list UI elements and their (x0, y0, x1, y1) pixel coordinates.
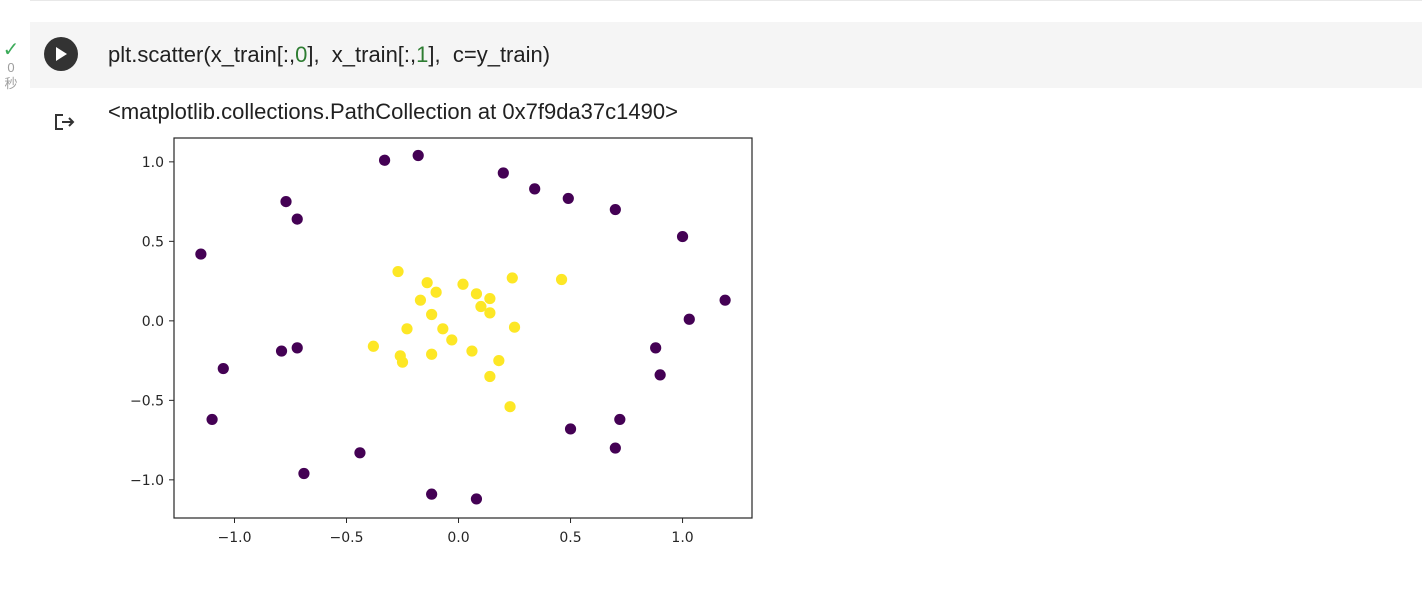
x-tick-label: −1.0 (217, 530, 251, 546)
scatter-point-class0 (719, 294, 731, 306)
code-number: 0 (295, 42, 308, 67)
scatter-point-class0 (291, 342, 303, 354)
scatter-point-class1 (484, 307, 496, 319)
scatter-point-class1 (396, 356, 409, 368)
scatter-point-class0 (654, 369, 666, 381)
scatter-point-class1 (484, 292, 496, 305)
scatter-point-class0 (562, 192, 574, 205)
scatter-point-class1 (367, 340, 379, 352)
execution-status: ✓ 0 秒 (0, 40, 22, 92)
code-token: ], c=y_train) (428, 42, 551, 67)
scatter-point-class1 (506, 272, 518, 284)
execution-time: 0 (7, 60, 15, 75)
code-token: plt.scatter(x_train[:, (108, 42, 296, 67)
y-tick-label: 0.0 (142, 314, 164, 330)
scatter-point-class0 (614, 413, 626, 426)
scatter-point-class1 (401, 323, 413, 335)
scatter-point-class1 (414, 294, 427, 306)
check-icon: ✓ (2, 39, 20, 61)
code-number: 1 (416, 42, 429, 67)
scatter-point-class1 (555, 273, 568, 286)
scatter-point-class1 (493, 354, 505, 367)
scatter-point-class0 (280, 195, 292, 208)
y-tick-label: 0.5 (142, 234, 164, 250)
scatter-point-class1 (426, 308, 438, 321)
scatter-point-class0 (529, 183, 541, 195)
x-tick-label: 0.0 (447, 530, 469, 546)
scatter-point-class0 (650, 342, 662, 354)
scatter-point-class1 (466, 345, 478, 357)
scatter-point-class1 (437, 323, 449, 335)
scatter-point-class1 (504, 401, 516, 413)
code-cell-input[interactable] (30, 22, 1422, 88)
scatter-point-class0 (426, 488, 438, 500)
y-tick-label: −0.5 (130, 393, 164, 409)
scatter-point-class0 (217, 362, 229, 375)
run-cell-button[interactable] (44, 37, 78, 71)
output-text: <matplotlib.collections.PathCollection a… (108, 99, 678, 124)
scatter-point-class1 (430, 286, 442, 298)
plot-frame (173, 137, 753, 519)
scatter-point-class0 (378, 154, 391, 166)
scatter-point-class0 (206, 413, 218, 426)
scatter-point-class1 (426, 348, 438, 360)
scatter-points (195, 149, 731, 505)
scatter-point-class1 (508, 321, 521, 333)
scatter-plot: −1.0 −0.5 0.0 0.5 1.0 1.0 0.5 0.0 −0.5 −1.0 (130, 137, 753, 546)
cell-top-divider (30, 0, 1422, 1)
x-tick-label: 1.0 (671, 530, 693, 546)
scatter-point-class0 (195, 248, 207, 260)
code-line[interactable]: plt.scatter(x_train[:,0], x_train[:,1], … (108, 38, 550, 72)
play-icon (56, 47, 67, 61)
scatter-point-class0 (497, 167, 509, 179)
scatter-point-class1 (470, 288, 483, 300)
scatter-point-class0 (354, 447, 366, 459)
scatter-point-class1 (392, 265, 404, 278)
scatter-point-class0 (609, 203, 621, 216)
x-axis: −1.0 −0.5 0.0 0.5 1.0 (217, 518, 694, 546)
scatter-point-class0 (275, 345, 288, 357)
scatter-point-class0 (291, 213, 303, 225)
scatter-point-class1 (475, 300, 487, 313)
scatter-point-class0 (676, 230, 689, 243)
y-axis: 1.0 0.5 0.0 −0.5 −1.0 (130, 155, 174, 489)
scatter-point-class0 (298, 467, 310, 480)
scatter-point-class1 (457, 278, 469, 290)
scatter-point-class1 (484, 370, 496, 383)
x-tick-label: −0.5 (330, 530, 364, 546)
x-tick-label: 0.5 (559, 530, 581, 546)
scatter-point-class0 (564, 423, 577, 435)
execution-time-unit: 秒 (4, 76, 18, 91)
scatter-point-class0 (609, 442, 621, 454)
scatter-point-class0 (683, 313, 695, 325)
y-tick-label: 1.0 (142, 155, 164, 171)
scatter-point-class1 (446, 334, 458, 346)
output-redirect-icon[interactable] (52, 110, 80, 134)
scatter-point-class0 (412, 149, 424, 162)
scatter-point-class0 (470, 493, 483, 505)
y-tick-label: −1.0 (130, 473, 164, 489)
code-token: ], x_train[:, (307, 42, 417, 67)
scatter-point-class1 (421, 277, 433, 289)
